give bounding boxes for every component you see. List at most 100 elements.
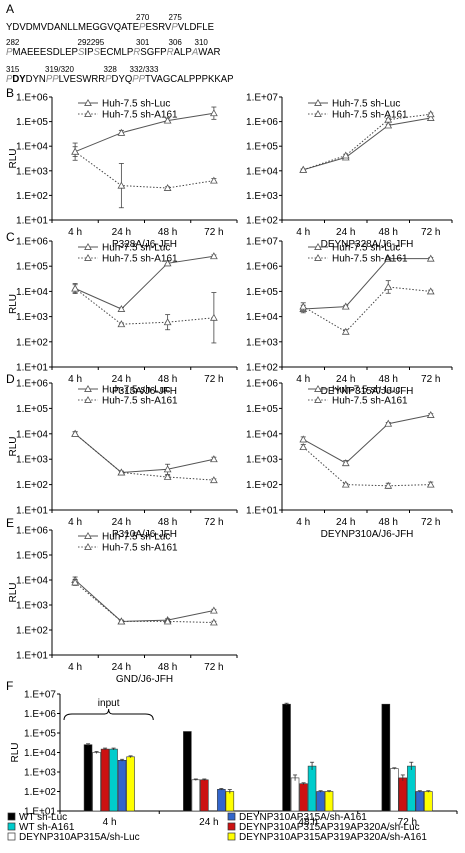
x-tick-label: 72 h <box>204 227 223 238</box>
residue: Q <box>114 22 122 33</box>
residue: D <box>26 74 33 85</box>
y-tick-label: 1.E+03 <box>16 455 48 466</box>
residue: A <box>177 74 184 85</box>
residue: S <box>76 74 83 85</box>
residue: G <box>147 47 155 58</box>
panel-label-c: C <box>6 230 15 244</box>
series-sh-a161 <box>71 578 218 626</box>
series-sh-luc <box>299 410 435 467</box>
data-point <box>117 128 126 136</box>
line-chart-b: 1.E+01 1.E+02 1.E+03 1.E+04 1.E+05 1.E+06 4 h 2… <box>8 93 238 250</box>
residue: V <box>63 74 70 85</box>
legend-label: DEYNP310AP315A/sh-A161 <box>239 812 367 823</box>
series-line <box>74 433 214 481</box>
legend-label: DEYNP310AP315A/sh-Luc <box>19 832 140 843</box>
residue-number: 301 <box>136 38 150 47</box>
data-point <box>314 98 322 106</box>
series-line <box>74 582 214 623</box>
residue: L <box>67 22 73 33</box>
data-point <box>71 147 80 155</box>
legend-label: WT sh-Luc <box>19 812 67 823</box>
series-line <box>303 414 431 464</box>
series-line <box>303 258 431 310</box>
residue: P <box>171 22 178 33</box>
residue: P <box>105 74 112 85</box>
sequence-text: YDVDMVDANLLMEGGVQATEPESRVPVLDFLE <box>6 22 214 33</box>
x-tick-label: 48 h <box>379 227 398 238</box>
y-axis-title: RLU <box>8 582 19 602</box>
legend-label: Huh-7.5 sh-A161 <box>102 110 178 121</box>
residue: P <box>6 47 13 58</box>
residue-number: 315 <box>6 65 20 74</box>
y-tick-label: 1.E+01 <box>24 807 56 818</box>
x-tick-label: 72 h <box>204 374 223 385</box>
y-tick-label: 1.E+02 <box>16 480 48 491</box>
residue: P <box>139 74 146 85</box>
residue: A <box>174 47 181 58</box>
x-tick-label: 4 h <box>296 374 310 385</box>
y-tick-label: 1.E+04 <box>16 287 48 298</box>
x-tick-label: 24 h <box>199 817 218 828</box>
data-point <box>163 617 172 625</box>
line-chart-c: 1.E+01 1.E+02 1.E+03 1.E+04 1.E+05 1.E+06 4 h 2… <box>8 237 238 397</box>
legend-entry: Huh-7.5 sh-A161 <box>78 110 178 121</box>
y-tick-label: 1.E+03 <box>16 166 48 177</box>
data-point <box>209 109 218 117</box>
bar <box>183 731 192 812</box>
legend-swatch <box>7 822 16 831</box>
series-line <box>74 255 214 310</box>
data-point <box>384 121 393 129</box>
residue: I <box>84 47 87 58</box>
y-tick-label: 1.E+04 <box>16 576 48 587</box>
input-brace <box>63 708 154 721</box>
series-sh-luc <box>71 106 218 157</box>
x-tick-label: 4 h <box>68 662 82 673</box>
residue: K <box>214 74 221 85</box>
x-tick-label: 24 h <box>112 374 131 385</box>
legend-label: Huh-7.5 sh-Luc <box>332 99 400 110</box>
legend-label: DEYNP310AP315AP319AP320A/sh-Luc <box>239 822 420 833</box>
series-line <box>74 579 215 622</box>
residue-number: 319/320 <box>45 65 74 74</box>
data-point <box>209 176 218 184</box>
data-point <box>71 578 80 586</box>
y-tick-label: 1.E+05 <box>16 117 48 128</box>
residue: P <box>127 47 134 58</box>
y-tick-label: 1.E+05 <box>16 551 48 562</box>
residue: V <box>19 22 26 33</box>
x-tick-label: 72 h <box>421 227 440 238</box>
residue: A <box>156 74 163 85</box>
legend-entry: Huh-7.5 sh-Luc <box>308 99 400 110</box>
residue: S <box>78 47 85 58</box>
data-point <box>209 455 218 463</box>
line-chart-c2: 1.E+02 1.E+03 1.E+04 1.E+05 1.E+06 1.E+07 4 h 2… <box>246 237 453 397</box>
y-axis-title: RLU <box>8 294 19 314</box>
y-tick-label: 1.E+06 <box>16 237 48 248</box>
residue: P <box>46 74 53 85</box>
legend-label: Huh-7.5 sh-Luc <box>102 532 170 543</box>
data-point <box>314 384 322 392</box>
residue: D <box>53 47 60 58</box>
residue: Y <box>19 74 26 85</box>
data-point <box>163 259 172 267</box>
residue: R <box>133 47 140 58</box>
series-line <box>74 112 214 153</box>
residue: E <box>65 47 72 58</box>
legend-entry: Huh-7.5 sh-Luc <box>78 99 170 110</box>
data-point <box>117 320 126 328</box>
residue: W <box>198 47 208 58</box>
residue: V <box>41 22 48 33</box>
y-tick-label: 1.E+05 <box>16 404 48 415</box>
data-point <box>426 410 435 418</box>
residue: L <box>121 47 127 58</box>
legend-entry: Huh-7.5 sh-A161 <box>308 110 408 121</box>
y-tick-label: 1.E+01 <box>16 506 48 517</box>
legend-entry: Huh-7.5 sh-A161 <box>308 396 408 407</box>
data-point <box>163 465 172 473</box>
residue: E <box>70 74 77 85</box>
data-point <box>384 481 393 489</box>
y-tick-label: 1.E+02 <box>246 216 278 227</box>
data-point <box>314 109 322 117</box>
legend-entry: Huh-7.5 sh-A161 <box>78 254 178 265</box>
